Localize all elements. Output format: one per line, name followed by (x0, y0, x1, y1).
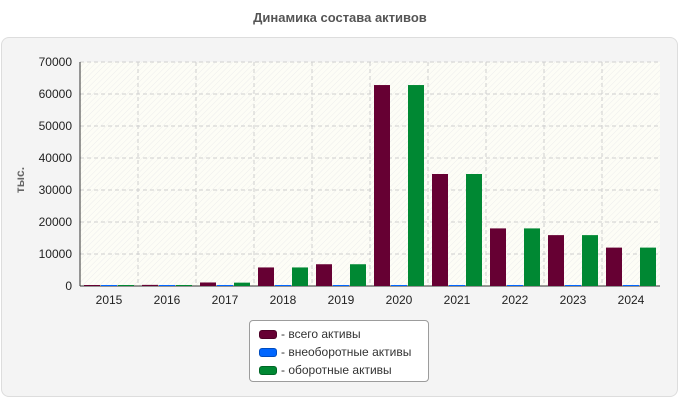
bar-2019-series-2 (350, 264, 366, 286)
bar-2024-series-1 (623, 285, 639, 286)
bar-2020-series-0 (374, 85, 390, 286)
bar-2021-series-1 (449, 285, 465, 286)
bar-2020-series-1 (391, 285, 407, 286)
bars (84, 85, 656, 286)
bar-2021-series-2 (466, 174, 482, 286)
bar-2022-series-1 (507, 285, 523, 286)
x-tick-label: 2023 (560, 293, 587, 307)
bar-2015-series-2 (118, 285, 134, 286)
legend-swatch-total (259, 329, 277, 339)
bar-2018-series-1 (275, 285, 291, 286)
bar-2016-series-1 (159, 285, 175, 286)
bar-2024-series-2 (640, 247, 656, 286)
legend: - всего активы - внеоборотные активы - о… (249, 320, 429, 382)
legend-swatch-current (259, 365, 277, 375)
x-tick-label: 2019 (328, 293, 355, 307)
x-axis-ticks: 2015 2016 2017 2018 2019 2020 2021 2022 2023 2024 (96, 293, 645, 307)
legend-label-total: - всего активы (281, 327, 361, 341)
bar-2018-series-2 (292, 267, 308, 286)
bar-2018-series-0 (258, 267, 274, 286)
bar-2023-series-0 (548, 235, 564, 286)
legend-item-current[interactable]: - оборотные активы (250, 361, 428, 379)
y-tick-label: 50000 (39, 119, 73, 133)
x-tick-label: 2018 (270, 293, 297, 307)
legend-label-current: - оборотные активы (281, 363, 392, 377)
y-tick-label: 20000 (39, 215, 73, 229)
bar-2020-series-2 (408, 85, 424, 286)
bar-2022-series-0 (490, 228, 506, 286)
x-tick-label: 2020 (386, 293, 413, 307)
bar-2015-series-0 (84, 285, 100, 286)
bar-2019-series-1 (333, 285, 349, 286)
x-tick-label: 2015 (96, 293, 123, 307)
y-tick-label: 40000 (39, 151, 73, 165)
bar-2019-series-0 (316, 264, 332, 286)
x-tick-label: 2024 (618, 293, 645, 307)
x-tick-label: 2016 (154, 293, 181, 307)
x-tick-label: 2017 (212, 293, 239, 307)
bar-2017-series-2 (234, 282, 250, 286)
bar-2023-series-2 (582, 235, 598, 286)
x-tick-label: 2021 (444, 293, 471, 307)
bar-2024-series-0 (606, 247, 622, 286)
bar-2017-series-0 (200, 282, 216, 286)
bar-2023-series-1 (565, 285, 581, 286)
bar-2022-series-2 (524, 228, 540, 286)
bar-2017-series-1 (217, 285, 233, 286)
bar-2015-series-1 (101, 285, 117, 286)
y-tick-label: 60000 (39, 87, 73, 101)
bar-2021-series-0 (432, 174, 448, 286)
bar-2016-series-0 (142, 284, 158, 286)
y-tick-label: 10000 (39, 247, 73, 261)
bar-2016-series-2 (176, 285, 192, 286)
y-tick-label: 30000 (39, 183, 73, 197)
y-axis-ticks: 0 10000 20000 30000 40000 50000 60000 70000 (39, 55, 73, 293)
legend-item-total[interactable]: - всего активы (250, 325, 428, 343)
legend-label-noncurrent: - внеоборотные активы (281, 345, 412, 359)
grid (80, 61, 660, 286)
y-tick-label: 70000 (39, 55, 73, 69)
x-tick-label: 2022 (502, 293, 529, 307)
y-tick-label: 0 (65, 279, 72, 293)
legend-swatch-noncurrent (259, 347, 277, 357)
y-axis-label: тыс. (13, 166, 27, 194)
chart-title: Динамика состава активов (253, 10, 427, 25)
legend-item-noncurrent[interactable]: - внеоборотные активы (250, 343, 428, 361)
